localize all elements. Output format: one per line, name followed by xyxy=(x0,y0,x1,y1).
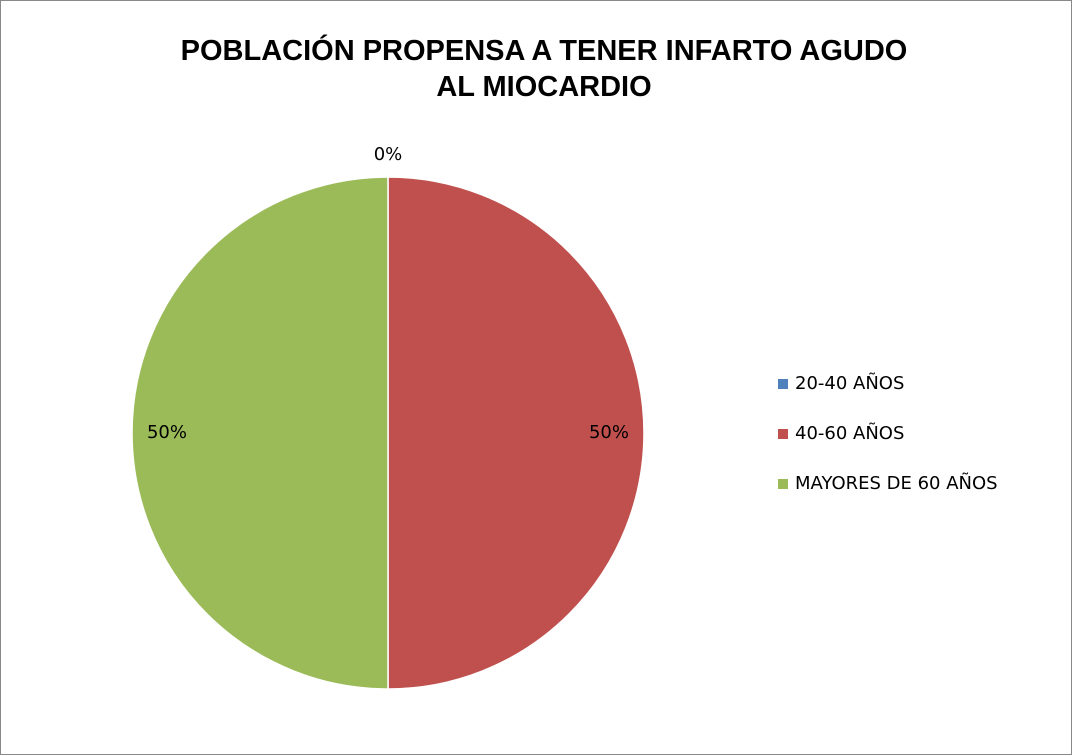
legend-label: 20-40 AÑOS xyxy=(795,372,904,394)
data-label: 50% xyxy=(589,422,629,443)
pie-slice xyxy=(131,176,389,690)
legend-label: MAYORES DE 60 AÑOS xyxy=(795,472,998,494)
chart-title: POBLACIÓN PROPENSA A TENER INFARTO AGUDO… xyxy=(180,35,908,103)
pie-slice xyxy=(387,176,645,690)
legend-swatch xyxy=(778,429,788,439)
legend-swatch xyxy=(778,379,788,389)
data-label: 50% xyxy=(147,422,187,443)
legend-swatch xyxy=(778,479,788,489)
data-label: 0% xyxy=(374,144,403,165)
legend-label: 40-60 AÑOS xyxy=(795,422,904,444)
